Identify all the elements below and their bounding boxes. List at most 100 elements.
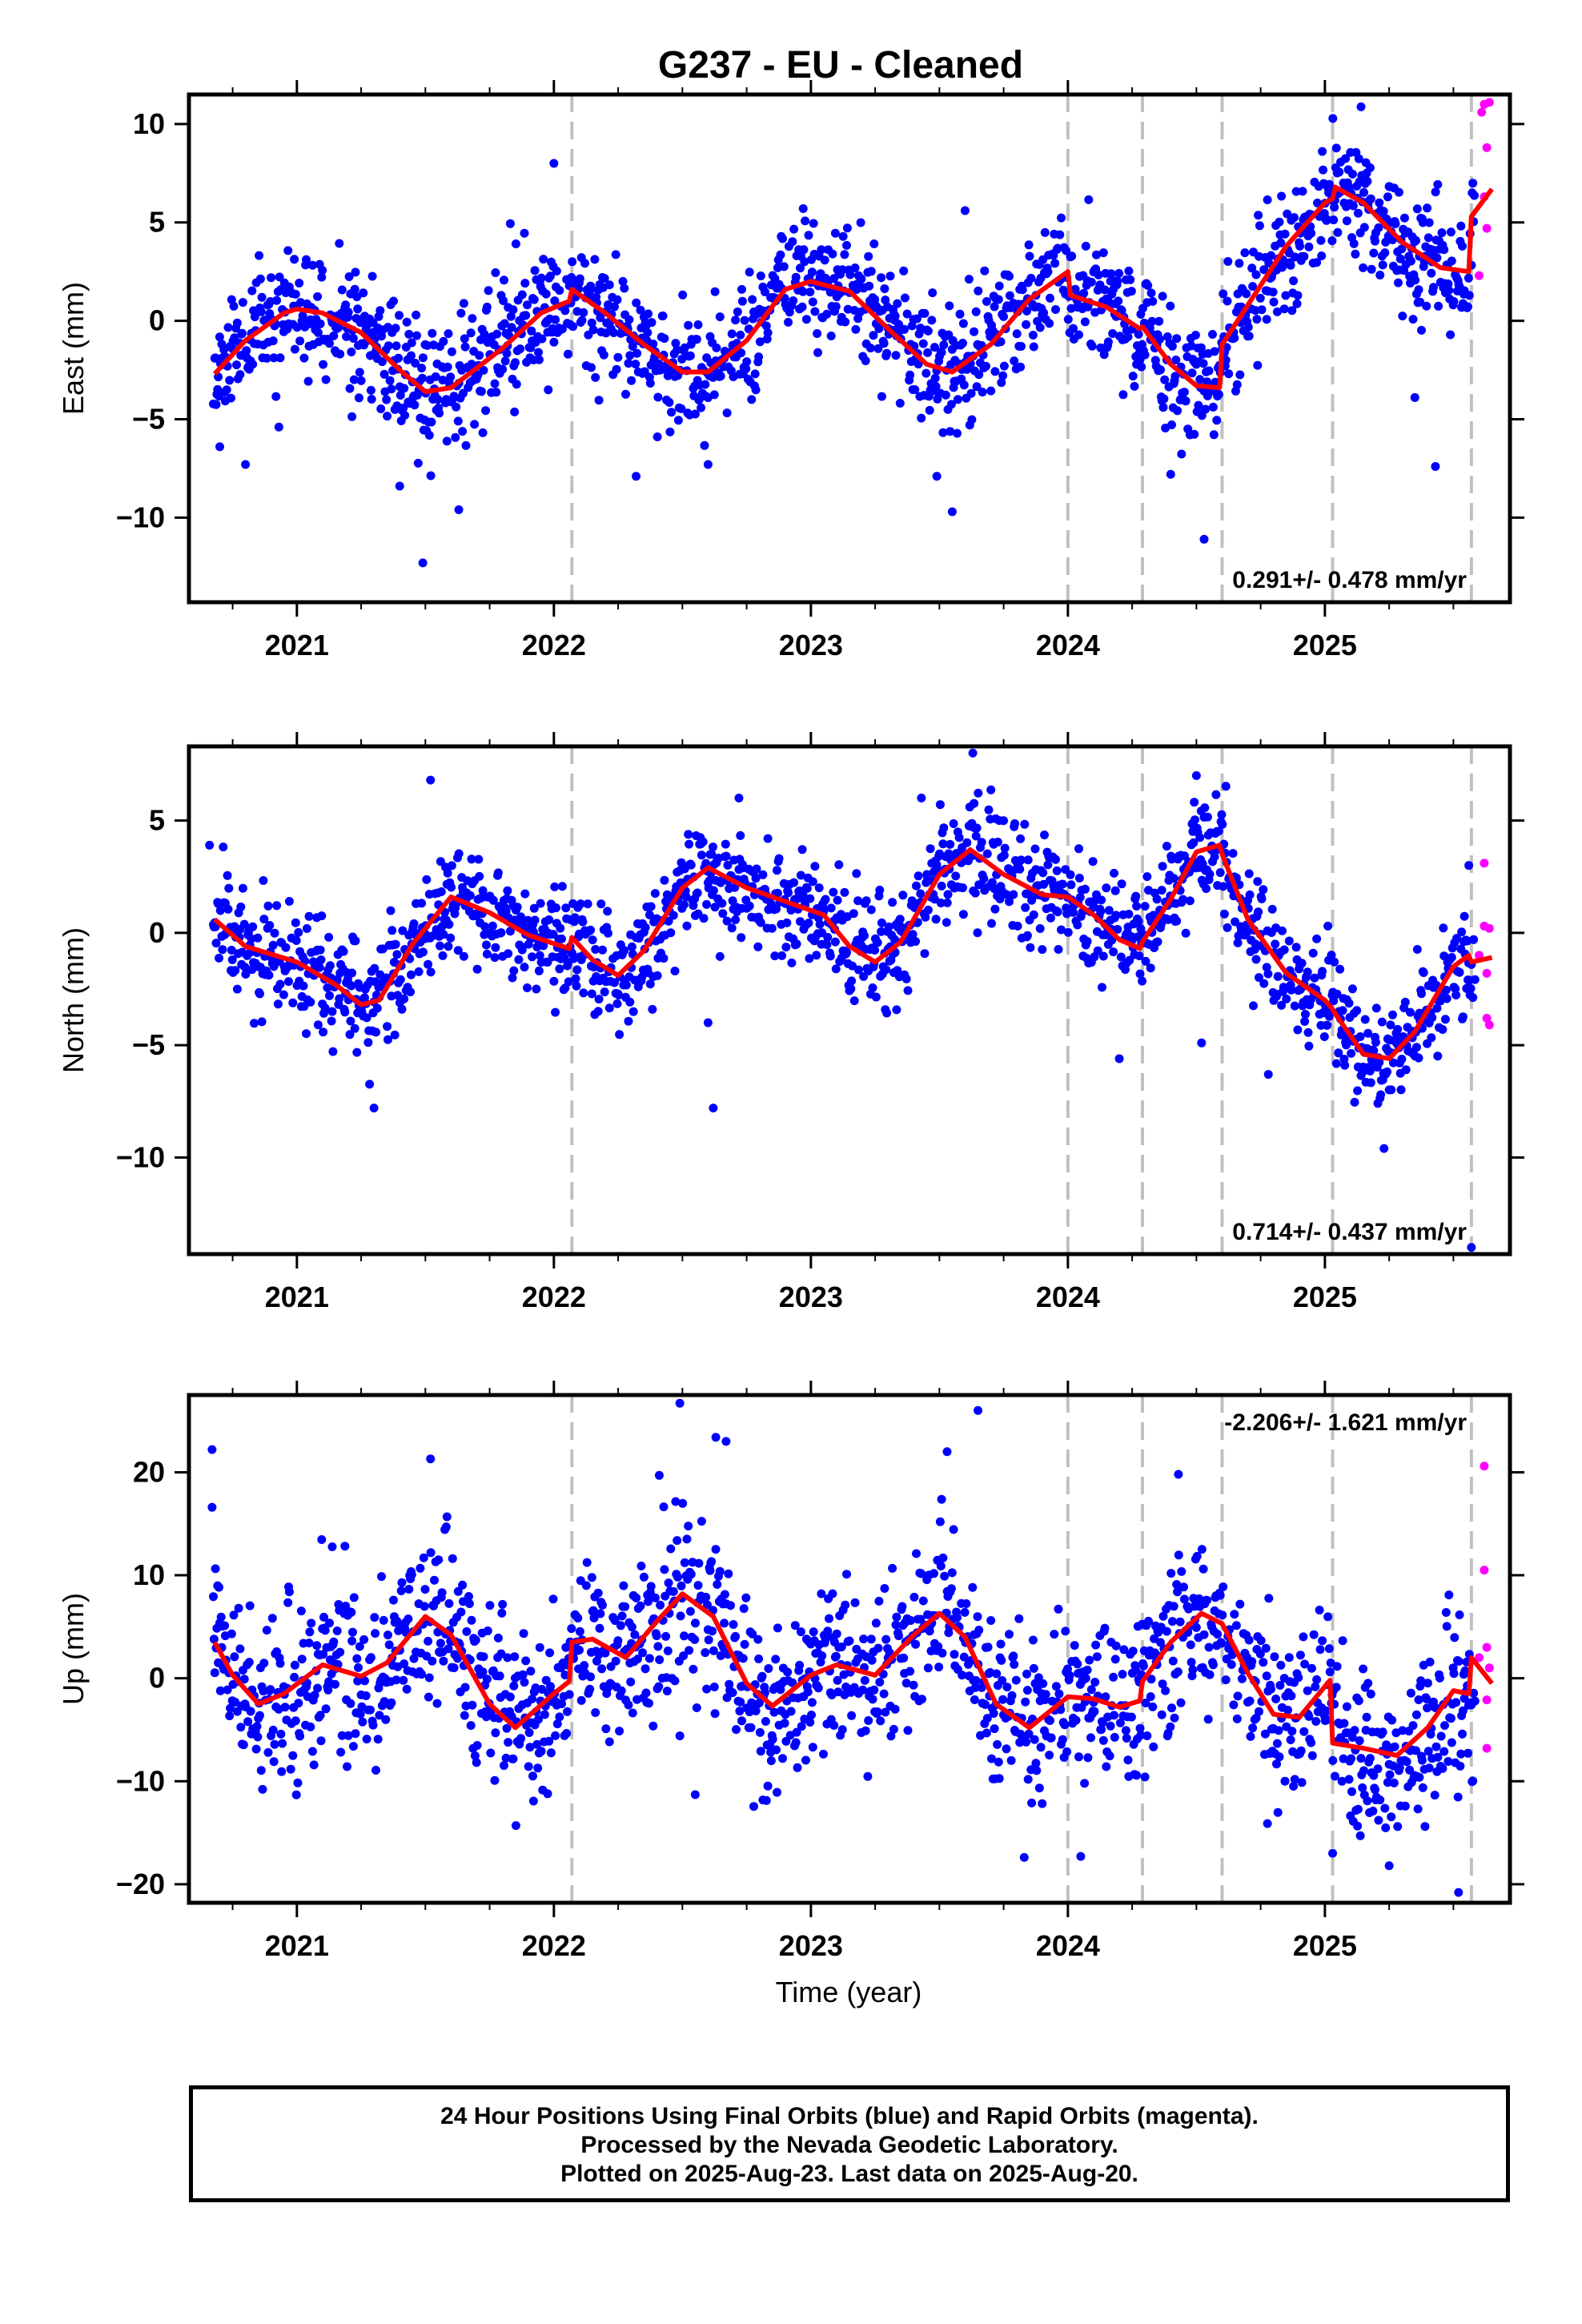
final-orbit-point [837,1642,846,1651]
final-orbit-point [383,1035,392,1044]
final-orbit-point [296,1606,306,1616]
final-orbit-point [720,1590,729,1599]
final-orbit-point [1427,268,1436,278]
final-orbit-point [382,395,391,404]
final-orbit-point [1232,1714,1242,1723]
final-orbit-point [621,980,631,990]
final-orbit-point [299,353,309,363]
final-orbit-point [1457,927,1467,937]
final-orbit-point [1167,854,1176,864]
rapid-orbit-point [1482,1695,1492,1705]
final-orbit-point [424,1692,433,1702]
final-orbit-point [244,1658,254,1667]
final-orbit-point [1422,1695,1431,1703]
final-orbit-point [1438,1025,1447,1034]
final-orbit-point [1043,860,1053,870]
final-orbit-point [546,1748,556,1758]
final-orbit-point [660,875,669,885]
final-orbit-point [284,1587,294,1597]
final-orbit-point [283,1598,293,1607]
final-orbit-point [1376,1090,1386,1100]
final-orbit-point [840,250,849,259]
final-orbit-point [678,1498,688,1508]
final-orbit-point [416,1563,425,1573]
final-orbit-point [383,341,393,351]
final-orbit-point [324,932,334,942]
final-orbit-point [207,1502,217,1512]
final-orbit-point [831,964,841,974]
final-orbit-point [417,1670,427,1679]
final-orbit-point [1297,959,1307,968]
final-orbit-point [624,315,634,324]
final-orbit-point [1229,1700,1239,1710]
final-orbit-point [1038,1799,1047,1808]
final-orbit-point [737,284,746,294]
final-orbit-point [837,1725,847,1735]
final-orbit-point [1215,868,1225,878]
final-orbit-point [1400,997,1410,1007]
final-orbit-point [1333,227,1343,237]
final-orbit-point [1334,1048,1343,1058]
final-orbit-point [648,1004,657,1014]
final-orbit-point [1447,953,1456,962]
final-orbit-point [331,1679,339,1689]
final-orbit-point [949,819,958,828]
final-orbit-point [1414,1053,1423,1063]
final-orbit-point [941,390,950,400]
final-orbit-point [1076,1852,1086,1861]
final-orbit-point [404,1585,414,1594]
final-orbit-point [336,1747,346,1757]
final-orbit-point [528,1695,537,1703]
final-orbit-point [297,1655,307,1664]
final-orbit-point [520,963,529,972]
final-orbit-point [312,1641,322,1651]
final-orbit-point [1081,241,1090,251]
final-orbit-point [1132,902,1142,911]
final-orbit-point [1175,1617,1185,1626]
final-orbit-point [761,1717,770,1726]
final-orbit-point [1366,1078,1375,1088]
final-orbit-point [633,1655,642,1664]
final-orbit-point [346,1699,355,1708]
final-orbit-point [890,1704,900,1714]
final-orbit-point [359,288,368,298]
final-orbit-point [1205,870,1215,879]
final-orbit-point [882,1008,892,1018]
final-orbit-point [879,1689,889,1699]
final-orbit-point [1287,1727,1297,1736]
final-orbit-point [1414,285,1423,295]
final-orbit-point [792,1727,801,1737]
final-orbit-point [1413,1804,1423,1814]
final-orbit-point [549,976,559,986]
final-orbit-point [1287,306,1297,316]
final-orbit-point [407,970,416,979]
final-orbit-point [343,1762,351,1771]
final-orbit-point [978,388,987,397]
final-orbit-point [1367,264,1376,274]
final-orbit-point [459,299,468,308]
final-orbit-point [1273,1807,1283,1817]
final-orbit-point [341,300,351,310]
final-orbit-point [1351,249,1360,259]
final-orbit-point [1134,951,1144,961]
final-orbit-point [703,460,713,469]
final-orbit-point [936,899,946,907]
final-orbit-point [255,1711,264,1720]
final-orbit-point [814,883,824,893]
final-orbit-point [757,1671,767,1681]
final-orbit-point [705,1566,715,1575]
final-orbit-point [1267,1684,1275,1694]
final-orbit-point [709,1683,719,1691]
final-orbit-point [787,958,797,967]
final-orbit-point [1186,1640,1195,1650]
rapid-orbit-point [1477,107,1487,117]
final-orbit-point [509,1681,519,1691]
final-orbit-point [805,954,814,963]
final-orbit-point [1154,316,1164,326]
final-orbit-point [321,375,331,384]
final-orbit-point [1359,263,1368,272]
final-orbit-point [1279,983,1288,992]
final-orbit-point [369,1104,379,1113]
